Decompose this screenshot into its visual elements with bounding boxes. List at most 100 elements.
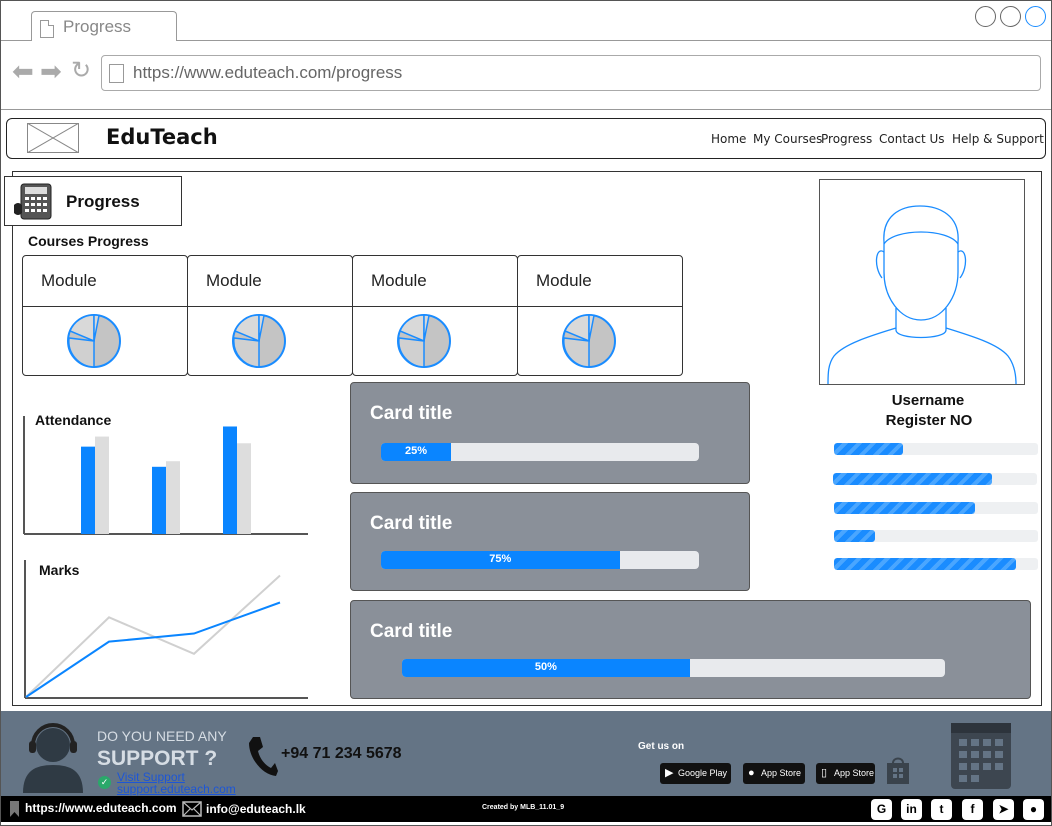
close-button[interactable] [1025, 6, 1046, 27]
store-label: App Store [834, 768, 875, 778]
module-card[interactable]: Module [22, 255, 188, 376]
minimize-button[interactable] [975, 6, 996, 27]
app-store-badge[interactable]: ● App Store [743, 763, 805, 784]
module-title: Module [536, 271, 592, 290]
calendar-icon [951, 723, 1011, 789]
telegram-icon[interactable]: ➤ [993, 799, 1014, 820]
reload-icon[interactable]: ↻ [71, 57, 92, 84]
address-bar[interactable]: https://www.eduteach.com/progress [101, 55, 1041, 91]
card-title: Card title [370, 513, 453, 534]
linkedin-icon[interactable]: in [901, 799, 922, 820]
course-card[interactable]: Card title 75% [350, 492, 750, 591]
card-title: Card title [370, 621, 453, 642]
support-url-link[interactable]: support.eduteach.com [117, 782, 236, 796]
skill-bar [834, 443, 1038, 455]
nav-help-support[interactable]: Help & Support [952, 132, 1044, 146]
module-card[interactable]: Module [517, 255, 683, 376]
skill-bar-fill [833, 473, 993, 485]
google-icon[interactable]: G [871, 799, 892, 820]
skill-bar [833, 473, 1037, 485]
calculator-icon [14, 183, 52, 220]
course-card[interactable]: Card title 25% [350, 382, 750, 484]
maximize-button[interactable] [1000, 6, 1021, 27]
attendance-bar-secondary [95, 436, 109, 534]
card-progress-fill [381, 551, 620, 569]
twitter-icon[interactable]: t [931, 799, 952, 820]
skill-bar [834, 502, 1038, 514]
forward-arrow-icon[interactable]: ➡ [40, 56, 62, 86]
pie-chart-icon [397, 314, 451, 368]
apple-icon: ● [748, 767, 755, 779]
module-title: Module [206, 271, 262, 290]
card-progress-bar: 50% [402, 659, 945, 677]
skill-bar [834, 530, 1038, 542]
module-card[interactable]: Module [352, 255, 518, 376]
divider [353, 306, 517, 307]
skill-bar-fill [834, 530, 875, 542]
course-card[interactable]: Card title 50% [350, 600, 1031, 699]
browser-tab[interactable]: Progress [31, 11, 177, 43]
skill-bar-fill [834, 558, 1016, 570]
skill-bar [834, 558, 1038, 570]
card-progress-label: 50% [534, 661, 557, 673]
bottom-bar: https://www.eduteach.com info@eduteach.l… [1, 796, 1051, 822]
address-toolbar: ⬅ ➡ ↻ https://www.eduteach.com/progress [1, 41, 1051, 110]
support-question: DO YOU NEED ANY [97, 728, 227, 744]
nav-home[interactable]: Home [711, 132, 747, 146]
attendance-bar-primary [152, 466, 166, 534]
attendance-bar-secondary [166, 461, 180, 534]
attendance-bar-primary [81, 446, 95, 534]
marks-series-secondary [25, 574, 281, 698]
divider [188, 306, 352, 307]
attendance-label: Attendance [35, 412, 112, 428]
nav-my-courses[interactable]: My Courses [753, 132, 823, 146]
marks-label: Marks [39, 562, 80, 578]
footer-email-link[interactable]: info@eduteach.lk [206, 802, 306, 816]
windows-store-icon[interactable] [884, 755, 912, 785]
module-card[interactable]: Module [187, 255, 353, 376]
card-title: Card title [370, 403, 453, 424]
credit-text: Created by MLB_11.01_9 [482, 804, 565, 811]
page-title: Progress [66, 192, 140, 211]
pie-chart-icon [232, 314, 286, 368]
site-header: EduTeach Home My Courses Progress Contac… [6, 118, 1046, 159]
play-icon: ▶ [665, 767, 674, 779]
register-number: Register NO [885, 412, 973, 429]
pie-chart-icon [67, 314, 121, 368]
courses-progress-label: Courses Progress [28, 233, 149, 249]
tab-bar: Progress [1, 1, 1051, 43]
nav-contact-us[interactable]: Contact Us [879, 132, 945, 146]
profile-photo[interactable] [819, 179, 1025, 385]
card-progress-bar: 75% [381, 551, 699, 569]
footer: DO YOU NEED ANY SUPPORT ? ✓ Visit Suppor… [1, 711, 1051, 796]
username: Username [891, 392, 965, 409]
back-arrow-icon[interactable]: ⬅ [12, 56, 34, 86]
attendance-bar-primary [223, 426, 237, 534]
facebook-icon[interactable]: f [962, 799, 983, 820]
support-heading: SUPPORT ? [97, 747, 218, 770]
card-progress-fill [381, 443, 451, 461]
brand-name[interactable]: EduTeach [106, 125, 218, 149]
headset-support-icon [23, 723, 83, 793]
tab-title: Progress [63, 17, 132, 36]
skill-bar-fill [834, 502, 975, 514]
google-play-badge[interactable]: ▶ Google Play [660, 763, 731, 784]
github-icon[interactable]: ● [1023, 799, 1044, 820]
bookmark-icon [10, 801, 19, 817]
mobile-icon: ▯ [821, 767, 828, 779]
support-phone[interactable]: +94 71 234 5678 [281, 745, 402, 762]
visit-support-link[interactable]: Visit Support [117, 770, 185, 784]
pie-chart-icon [562, 314, 616, 368]
card-progress-label: 25% [404, 445, 427, 457]
attendance-bar-secondary [237, 443, 251, 534]
footer-url-link[interactable]: https://www.eduteach.com [25, 801, 177, 815]
mail-icon [182, 801, 202, 817]
check-icon: ✓ [98, 776, 111, 789]
main-panel [12, 171, 1042, 706]
app-store-badge-alt[interactable]: ▯ App Store [816, 763, 875, 784]
marks-line-chart [24, 560, 308, 699]
nav-progress[interactable]: Progress [821, 132, 873, 146]
card-progress-fill [402, 659, 690, 677]
store-label: App Store [761, 768, 802, 778]
logo-placeholder [27, 123, 79, 153]
